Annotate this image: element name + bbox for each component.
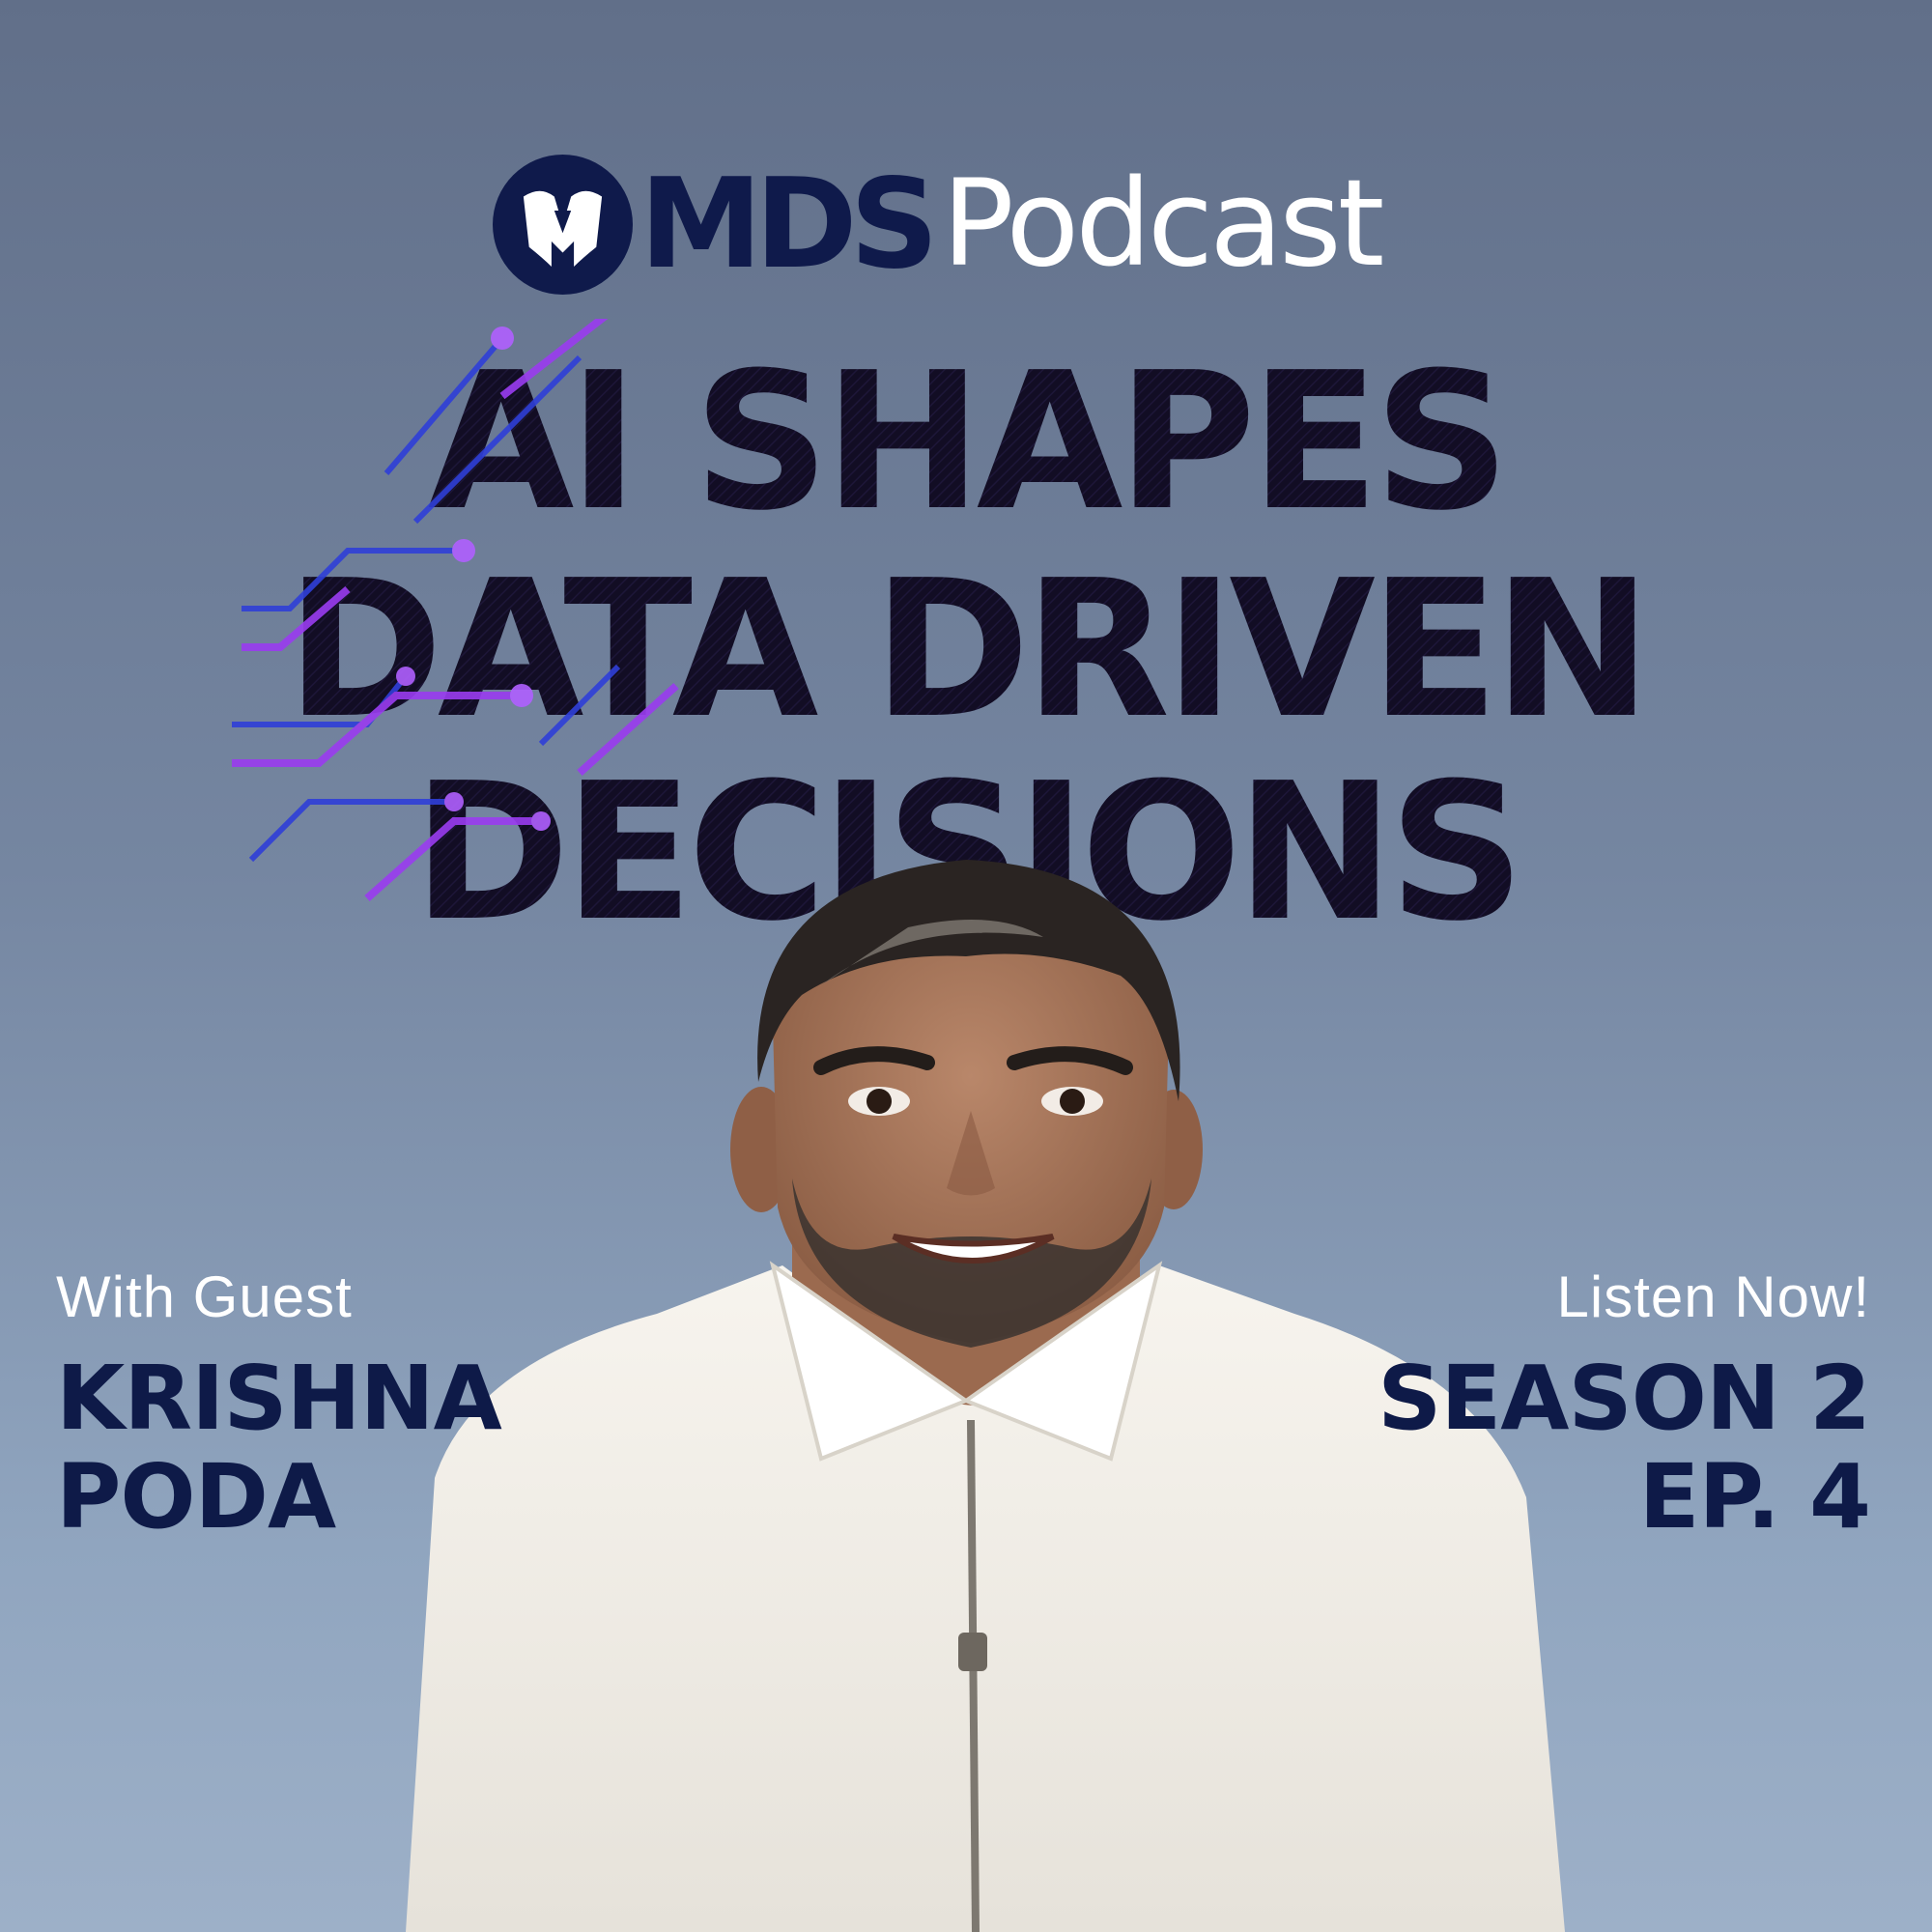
logo-podcast-text: Podcast [942,155,1384,294]
episode-number: EP. 4 [1638,1445,1871,1548]
logo-mds-text: MDS [639,153,939,297]
guest-first-name: KRISHNA [56,1347,502,1450]
headline-line-1: AI SHAPES [428,332,1504,553]
mds-helmet-badge-icon [493,155,633,295]
mds-podcast-logo: MDS Podcast [493,155,1459,295]
headline-line-2: DATA DRIVEN [286,540,1646,760]
circuit-overlay [232,319,679,901]
season-label: SEASON 2 [1378,1347,1871,1450]
guest-portrait [406,860,1565,1932]
guest-last-name: PODA [56,1445,336,1548]
listen-now-label: Listen Now! [1556,1264,1870,1329]
episode-headline: AI SHAPES DATA DRIVEN DECISIONS [232,319,1652,937]
guest-intro-label: With Guest [56,1264,353,1329]
